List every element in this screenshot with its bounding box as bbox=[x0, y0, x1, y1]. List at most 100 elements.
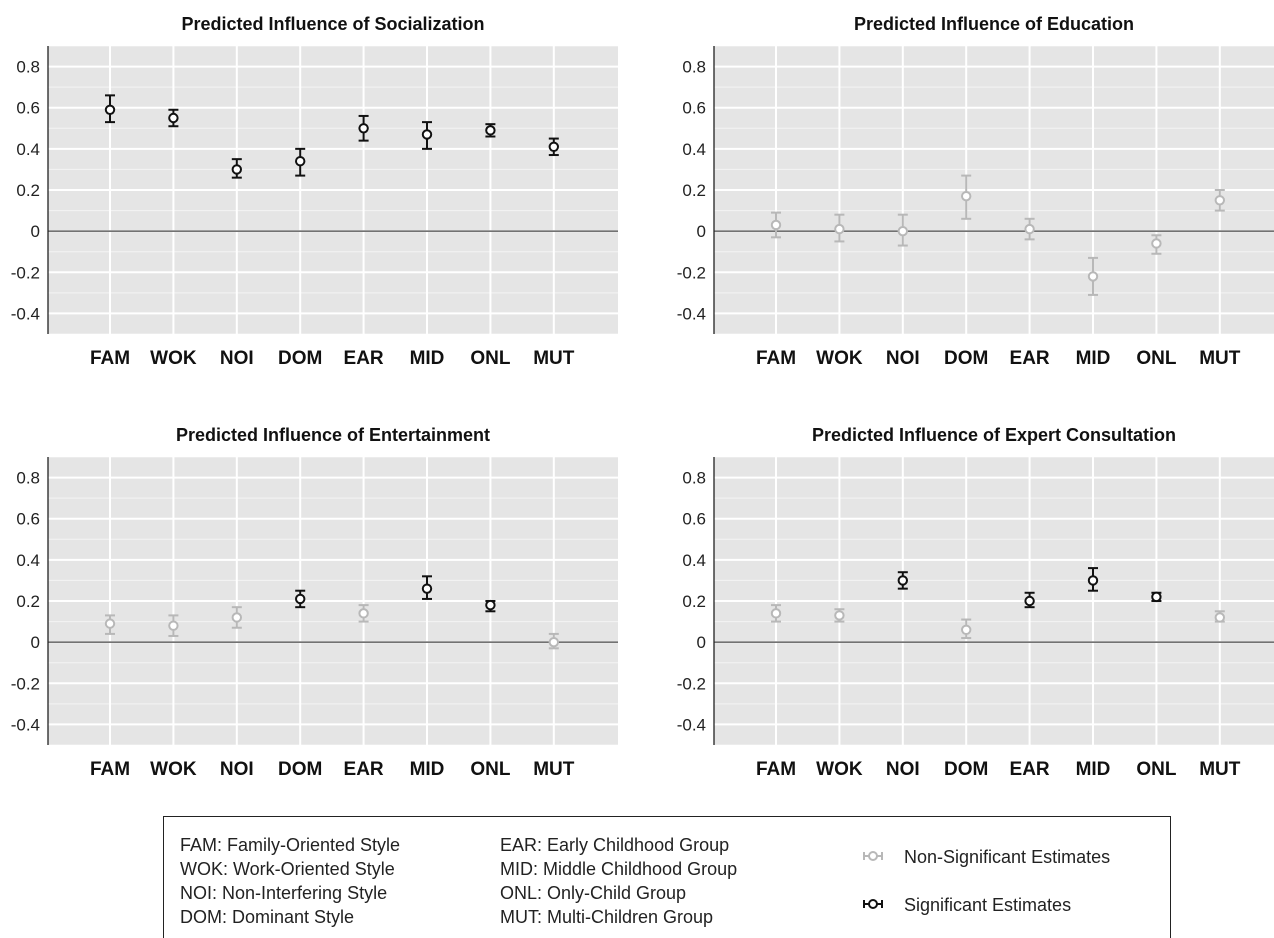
y-tick-label: 0.8 bbox=[16, 469, 40, 488]
x-tick-label: MID bbox=[410, 348, 445, 369]
estimate-point bbox=[770, 608, 782, 619]
y-tick-label: 0.6 bbox=[16, 510, 40, 529]
significant-marker-icon bbox=[863, 899, 883, 909]
non-significant-marker-icon bbox=[863, 851, 883, 861]
y-tick-label: 0.2 bbox=[16, 181, 40, 200]
x-tick-label: FAM bbox=[756, 348, 796, 369]
x-tick-label: WOK bbox=[150, 759, 197, 780]
x-tick-label: DOM bbox=[278, 759, 322, 780]
x-tick-label: NOI bbox=[886, 759, 920, 780]
estimate-point bbox=[897, 575, 908, 586]
legend-non-significant-label: Non-Significant Estimates bbox=[904, 847, 1111, 867]
chart-panel-1: 0.8 0.6 0.4 0.2 0 -0.2 -0.4 Predicted Influence… bbox=[11, 14, 618, 369]
y-tick-label: -0.2 bbox=[11, 674, 40, 693]
y-tick-label: 0 bbox=[697, 633, 706, 652]
y-tick-label: -0.2 bbox=[677, 263, 706, 282]
x-tick-label: MID bbox=[1076, 759, 1111, 780]
legend-box: FAM: Family-Oriented Style WOK: Work-Ori… bbox=[163, 816, 1171, 938]
estimate-point bbox=[548, 636, 559, 648]
y-tick-label: 0.2 bbox=[682, 592, 706, 611]
y-tick-label: -0.2 bbox=[677, 674, 706, 693]
estimate-point bbox=[834, 223, 845, 235]
x-tick-label: EAR bbox=[344, 759, 384, 780]
estimate-point bbox=[231, 612, 243, 623]
chart-title: Predicted Influence of Socialization bbox=[181, 14, 484, 34]
estimate-point bbox=[421, 129, 433, 140]
x-tick-label: EAR bbox=[1010, 348, 1050, 369]
estimate-point bbox=[1087, 271, 1099, 282]
y-tick-label: -0.4 bbox=[677, 304, 706, 323]
x-tick-label: FAM bbox=[90, 759, 130, 780]
y-tick-label: 0.4 bbox=[16, 140, 40, 159]
x-tick-label: MID bbox=[1076, 348, 1111, 369]
x-tick-label: ONL bbox=[470, 759, 511, 780]
x-tick-label: NOI bbox=[886, 348, 920, 369]
y-tick-label: 0 bbox=[697, 222, 706, 241]
estimate-point bbox=[961, 190, 972, 202]
legend-abbrev-mut: MUT: Multi-Children Group bbox=[500, 907, 714, 927]
x-tick-label: MUT bbox=[533, 759, 575, 780]
y-tick-label: -0.4 bbox=[11, 304, 40, 323]
legend-significant-label: Significant Estimates bbox=[904, 895, 1072, 915]
y-tick-label: 0 bbox=[31, 633, 40, 652]
estimate-point bbox=[961, 624, 972, 635]
legend-abbrev-mid: MID: Middle Childhood Group bbox=[500, 859, 738, 879]
estimate-point bbox=[1024, 223, 1035, 235]
chart-panel-2: 0.8 0.6 0.4 0.2 0 -0.2 -0.4 Predicted Influence… bbox=[677, 14, 1274, 369]
x-tick-label: DOM bbox=[944, 348, 988, 369]
x-tick-label: DOM bbox=[944, 759, 988, 780]
x-tick-label: MUT bbox=[1199, 759, 1241, 780]
x-tick-label: ONL bbox=[1136, 348, 1177, 369]
x-tick-label: NOI bbox=[220, 348, 254, 369]
estimate-point bbox=[1214, 612, 1226, 623]
y-tick-label: 0.8 bbox=[682, 469, 706, 488]
legend-abbrev-wok: WOK: Work-Oriented Style bbox=[180, 859, 395, 879]
y-tick-label: 0.8 bbox=[682, 58, 706, 77]
estimate-point bbox=[548, 141, 559, 153]
y-tick-label: 0.6 bbox=[682, 99, 706, 118]
estimate-point bbox=[834, 610, 845, 621]
y-tick-label: 0.2 bbox=[682, 181, 706, 200]
y-tick-label: 0.4 bbox=[682, 551, 706, 570]
y-tick-label: 0.2 bbox=[16, 592, 40, 611]
estimate-point bbox=[168, 112, 179, 124]
y-tick-label: 0.6 bbox=[16, 99, 40, 118]
legend-abbrev-onl: ONL: Only-Child Group bbox=[500, 883, 687, 903]
estimate-point bbox=[1087, 575, 1099, 586]
estimate-point bbox=[295, 156, 306, 167]
estimate-point bbox=[1151, 591, 1162, 603]
y-tick-label: 0.4 bbox=[16, 551, 40, 570]
estimate-point bbox=[1024, 595, 1035, 607]
estimate-point bbox=[104, 104, 116, 115]
legend-abbrev-dom: DOM: Dominant Style bbox=[180, 907, 355, 927]
estimate-point bbox=[421, 583, 433, 594]
legend-abbrev-fam: FAM: Family-Oriented Style bbox=[180, 835, 401, 855]
estimate-point bbox=[770, 219, 782, 231]
x-tick-label: EAR bbox=[344, 348, 384, 369]
charts-area: 0.8 0.6 0.4 0.2 0 -0.2 -0.4 Predicted Influence… bbox=[11, 14, 1274, 780]
y-tick-label: -0.2 bbox=[11, 263, 40, 282]
legend-abbrev-noi: NOI: Non-Interfering Style bbox=[180, 883, 388, 903]
estimate-point bbox=[295, 593, 306, 605]
x-tick-label: ONL bbox=[1136, 759, 1177, 780]
chart-panel-3: 0.8 0.6 0.4 0.2 0 -0.2 -0.4 Predicted Influence… bbox=[11, 425, 618, 780]
estimate-point bbox=[168, 620, 179, 631]
x-tick-label: NOI bbox=[220, 759, 254, 780]
x-tick-label: FAM bbox=[756, 759, 796, 780]
x-tick-label: WOK bbox=[816, 759, 863, 780]
estimate-point bbox=[485, 125, 496, 136]
chart-title: Predicted Influence of Education bbox=[854, 14, 1134, 34]
y-tick-label: -0.4 bbox=[11, 715, 40, 734]
x-tick-label: WOK bbox=[150, 348, 197, 369]
x-tick-label: ONL bbox=[470, 348, 511, 369]
x-tick-label: WOK bbox=[816, 348, 863, 369]
x-tick-label: MID bbox=[410, 759, 445, 780]
x-tick-label: MUT bbox=[533, 348, 575, 369]
x-tick-label: FAM bbox=[90, 348, 130, 369]
estimate-point bbox=[897, 225, 908, 237]
chart-title: Predicted Influence of Expert Consultati… bbox=[812, 425, 1176, 445]
y-tick-label: 0.8 bbox=[16, 58, 40, 77]
y-tick-label: 0.6 bbox=[682, 510, 706, 529]
estimate-point bbox=[104, 618, 116, 629]
estimate-point bbox=[1151, 238, 1162, 249]
